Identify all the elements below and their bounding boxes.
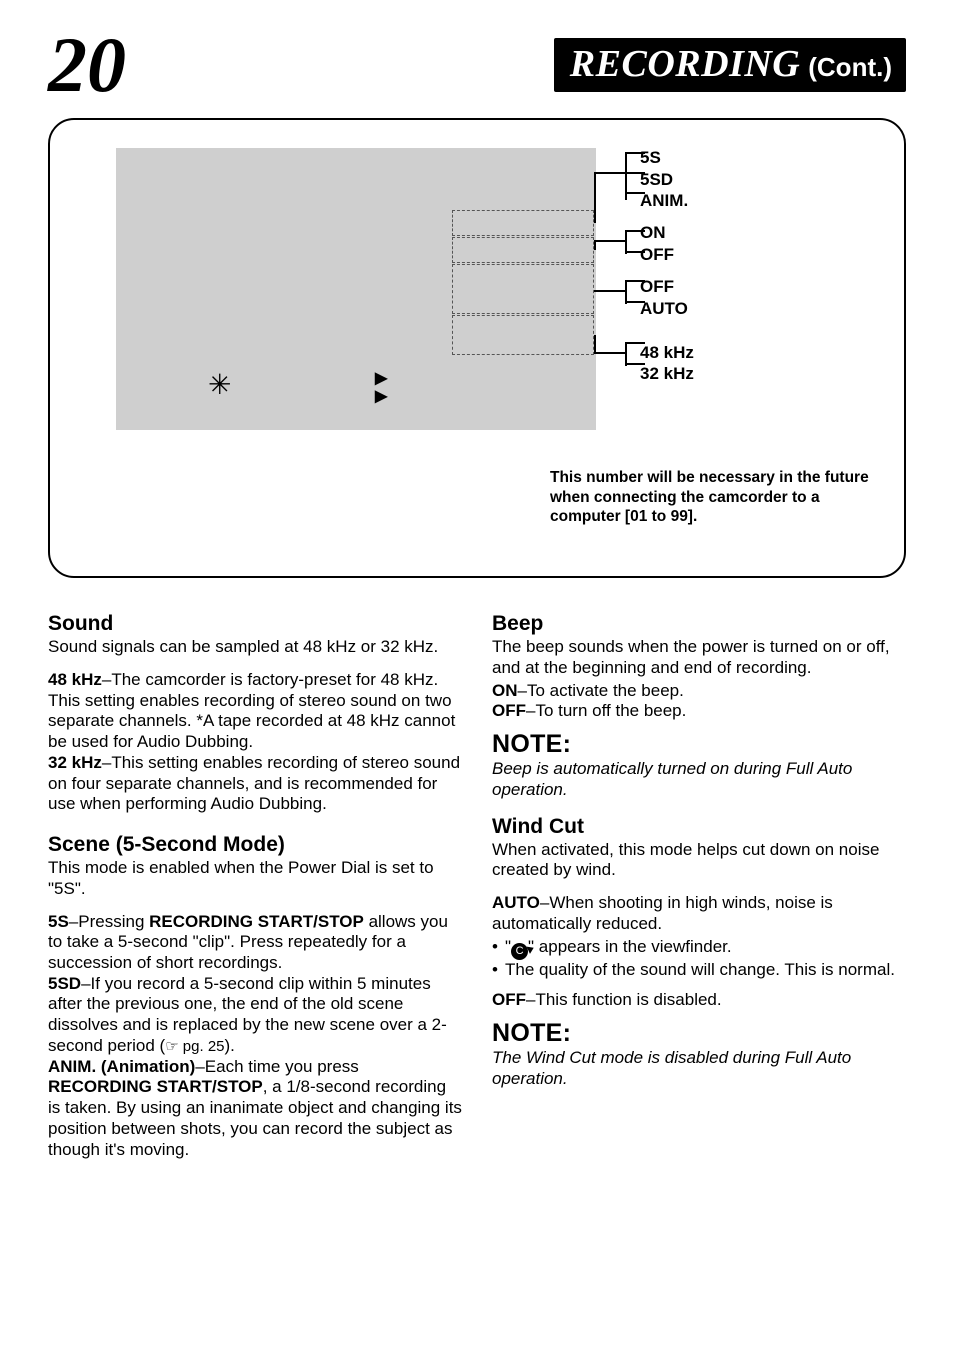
diagram-caption: This number will be necessary in the fut… (550, 468, 870, 526)
label-off1: OFF (640, 245, 694, 265)
scene-modes: 5S–Pressing RECORDING START/STOP allows … (48, 912, 462, 1161)
label-off2: OFF (640, 277, 694, 297)
page-header: 20 RECORDING (Cont.) (48, 30, 906, 100)
scene-5s-label: 5S (48, 912, 69, 931)
page-ref-icon: ☞ pg. 25 (165, 1038, 224, 1056)
wind-auto-text: –When shooting in high winds, noise is a… (492, 893, 833, 933)
wind-bullets: "С" appears in the viewfinder. The quali… (492, 937, 906, 981)
wind-intro: When activated, this mode helps cut down… (492, 840, 906, 881)
scene-5s-bold: RECORDING START/STOP (149, 912, 364, 931)
sound-32-label: 32 kHz (48, 753, 102, 772)
label-32khz: 32 kHz (640, 364, 694, 384)
label-5s: 5S (640, 148, 694, 168)
wind-heading: Wind Cut (492, 815, 906, 839)
scene-5sd-post: ). (225, 1036, 235, 1055)
sound-48-label: 48 kHz (48, 670, 102, 689)
left-column: Sound Sound signals can be sampled at 48… (48, 606, 462, 1160)
sound-32-text: –This setting enables recording of stere… (48, 753, 460, 813)
beep-off-label: OFF (492, 701, 526, 720)
title-main: RECORDING (570, 42, 800, 86)
title-bar: RECORDING (Cont.) (554, 38, 906, 92)
menu-box-1 (452, 210, 594, 236)
scene-anim-pre: –Each time you press (195, 1057, 358, 1076)
right-column: Beep The beep sounds when the power is t… (492, 606, 906, 1160)
wind-off: OFF–This function is disabled. (492, 990, 906, 1011)
label-48khz: 48 kHz (640, 343, 694, 363)
wind-note-heading: NOTE: (492, 1019, 906, 1048)
wind-auto-label: AUTO (492, 893, 540, 912)
beep-heading: Beep (492, 612, 906, 636)
beep-note-text: Beep is automatically turned on during F… (492, 759, 906, 800)
label-5sd: 5SD (640, 170, 694, 190)
beep-on-label: ON (492, 681, 518, 700)
diagram-box: 5S 5SD ANIM. ON OFF OFF AUTO 48 kHz 32 k… (48, 118, 906, 578)
scene-heading: Scene (5-Second Mode) (48, 833, 462, 857)
scene-5sd-text: –If you record a 5-second clip within 5 … (48, 974, 447, 1055)
label-anim: ANIM. (640, 191, 694, 211)
play-icon-1: ▶ (375, 368, 387, 388)
beep-note-heading: NOTE: (492, 730, 906, 759)
wind-off-label: OFF (492, 990, 526, 1009)
title-cont: (Cont.) (808, 52, 892, 83)
wind-off-text: –This function is disabled. (526, 990, 722, 1009)
scene-5s-pre: –Pressing (69, 912, 149, 931)
sound-intro: Sound signals can be sampled at 48 kHz o… (48, 637, 462, 658)
menu-box-3 (452, 264, 594, 314)
sound-48-para: 48 kHz–The camcorder is factory-preset f… (48, 670, 462, 815)
sound-48-text: –The camcorder is factory-preset for 48 … (48, 670, 455, 751)
label-auto: AUTO (640, 299, 694, 319)
play-icon-2: ▶ (375, 386, 387, 406)
page-number: 20 (48, 30, 126, 100)
menu-box-4 (452, 315, 594, 355)
scene-intro: This mode is enabled when the Power Dial… (48, 858, 462, 899)
beep-off-text: –To turn off the beep. (526, 701, 686, 720)
wind-b1-post: " appears in the viewfinder. (528, 937, 732, 956)
flash-icon: ✳ (208, 368, 231, 402)
wind-note-text: The Wind Cut mode is disabled during Ful… (492, 1048, 906, 1089)
wind-bullet-2: The quality of the sound will change. Th… (492, 960, 906, 981)
beep-on-text: –To activate the beep. (518, 681, 684, 700)
beep-on-off: ON–To activate the beep. OFF–To turn off… (492, 681, 906, 722)
label-on: ON (640, 223, 694, 243)
beep-intro: The beep sounds when the power is turned… (492, 637, 906, 678)
scene-5sd-label: 5SD (48, 974, 81, 993)
menu-labels: 5S 5SD ANIM. ON OFF OFF AUTO 48 kHz 32 k… (640, 148, 694, 385)
body-columns: Sound Sound signals can be sampled at 48… (48, 606, 906, 1160)
wind-cut-icon: С (511, 943, 528, 960)
wind-auto: AUTO–When shooting in high winds, noise … (492, 893, 906, 934)
scene-anim-label: ANIM. (Animation) (48, 1057, 195, 1076)
sound-heading: Sound (48, 612, 462, 636)
wind-bullet-1: "С" appears in the viewfinder. (492, 937, 906, 960)
scene-anim-bold: RECORDING START/STOP (48, 1077, 263, 1096)
menu-box-2 (452, 237, 594, 263)
